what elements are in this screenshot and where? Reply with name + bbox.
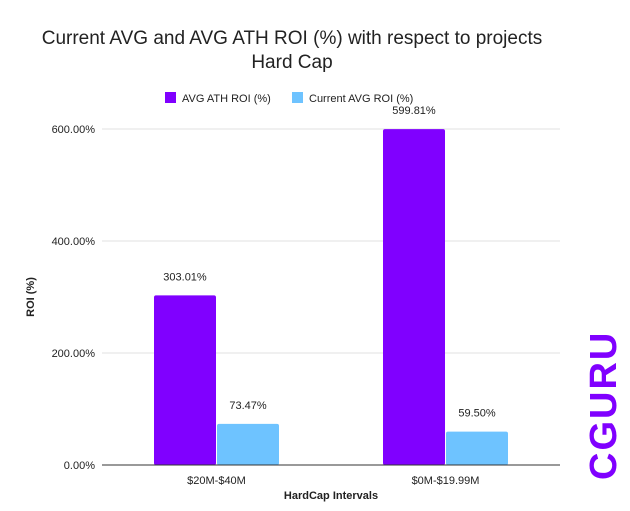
y-tick-label: 200.00% — [52, 348, 96, 360]
x-axis-title: HardCap Intervals — [284, 490, 378, 502]
data-label: 59.50% — [458, 408, 496, 420]
data-label: 73.47% — [229, 400, 267, 412]
x-tick-label: $0M-$19.99M — [412, 475, 480, 487]
bar-avg-ath-roi-1 — [383, 129, 445, 466]
bar-current-avg-roi-1 — [446, 431, 508, 465]
legend-swatch-avg-ath-roi — [165, 92, 176, 103]
legend: AVG ATH ROI (%) Current AVG ROI (%) — [165, 92, 413, 105]
legend-swatch-current-avg-roi — [292, 92, 303, 103]
bar-current-avg-roi-0 — [217, 423, 279, 465]
bar-avg-ath-roi-0 — [154, 295, 216, 465]
y-tick-label: 400.00% — [52, 236, 96, 248]
chart-title-line-1: Current AVG and AVG ATH ROI (%) with res… — [42, 28, 543, 49]
bars — [154, 129, 508, 466]
legend-label-current-avg-roi: Current AVG ROI (%) — [309, 93, 413, 105]
data-labels: 303.01% 73.47% 599.81% 59.50% — [163, 105, 496, 420]
x-tick-label: $20M-$40M — [187, 475, 246, 487]
data-label: 303.01% — [163, 271, 207, 283]
chart-title-line-2: Hard Cap — [251, 52, 332, 73]
y-axis-ticks: 0.00% 200.00% 400.00% 600.00% — [52, 124, 96, 472]
watermark-text: CGURU — [583, 331, 625, 480]
y-tick-label: 600.00% — [52, 124, 96, 136]
cguru-watermark-logo: CGURU — [583, 331, 625, 480]
data-label: 599.81% — [392, 105, 436, 117]
x-axis-ticks: $20M-$40M $0M-$19.99M — [187, 475, 479, 487]
y-axis-title: ROI (%) — [25, 277, 37, 317]
legend-label-avg-ath-roi: AVG ATH ROI (%) — [182, 93, 271, 105]
y-tick-label: 0.00% — [64, 460, 95, 472]
